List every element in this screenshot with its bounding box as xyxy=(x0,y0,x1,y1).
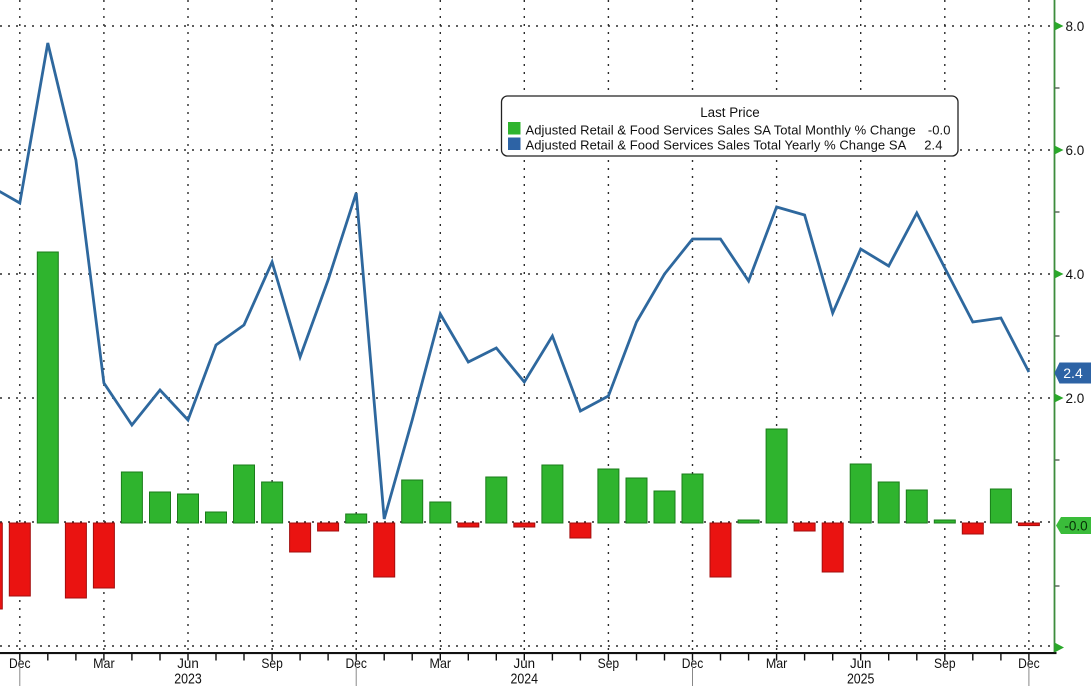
svg-text:4.0: 4.0 xyxy=(1066,267,1085,282)
svg-text:Sep: Sep xyxy=(261,655,283,671)
svg-text:Jun: Jun xyxy=(177,655,199,671)
svg-text:Adjusted Retail & Food Service: Adjusted Retail & Food Services Sales SA… xyxy=(526,123,916,138)
svg-text:Sep: Sep xyxy=(598,655,620,671)
svg-text:Dec: Dec xyxy=(9,655,31,671)
svg-text:Dec: Dec xyxy=(345,655,367,671)
svg-text:-0.0: -0.0 xyxy=(1064,519,1087,534)
svg-text:Mar: Mar xyxy=(93,655,115,671)
svg-text:Mar: Mar xyxy=(430,655,452,671)
svg-text:2.4: 2.4 xyxy=(924,138,942,153)
svg-text:6.0: 6.0 xyxy=(1066,143,1085,158)
svg-text:Jun: Jun xyxy=(850,655,872,671)
svg-text:-0.0: -0.0 xyxy=(928,123,951,138)
svg-text:Dec: Dec xyxy=(1018,655,1040,671)
svg-text:2.0: 2.0 xyxy=(1066,391,1085,406)
svg-text:Sep: Sep xyxy=(934,655,956,671)
svg-text:Last Price: Last Price xyxy=(700,105,760,120)
svg-text:Mar: Mar xyxy=(766,655,788,671)
svg-text:2025: 2025 xyxy=(847,672,875,686)
svg-text:8.0: 8.0 xyxy=(1066,19,1085,34)
svg-text:Jun: Jun xyxy=(514,655,536,671)
svg-text:Dec: Dec xyxy=(682,655,704,671)
svg-text:2024: 2024 xyxy=(511,672,539,686)
svg-text:2023: 2023 xyxy=(174,672,202,686)
svg-text:Adjusted Retail & Food Service: Adjusted Retail & Food Services Sales To… xyxy=(526,138,907,153)
svg-text:2.4: 2.4 xyxy=(1063,365,1083,381)
